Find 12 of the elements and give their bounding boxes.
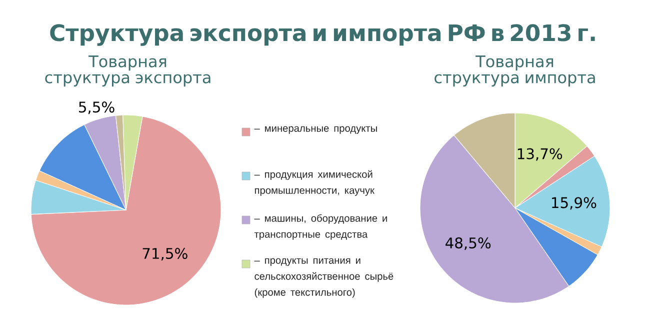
chart-title: Структура экспорта и импорта РФ в 2013 г. xyxy=(50,24,595,46)
legend-label: – машины, оборудование и транспортные средства xyxy=(254,214,387,240)
legend-label: – минеральные продукты xyxy=(254,126,377,134)
chart-subtitle: Товарная структура экспорта xyxy=(45,55,210,86)
data-label: 13,7% xyxy=(518,148,562,161)
legend-label: – продукты питания и сельскохозяйственное сырьё (кроме текстильного) xyxy=(254,258,394,298)
data-label: 5,5% xyxy=(79,102,114,114)
data-label: 48,5% xyxy=(446,237,491,250)
chart-title: Товарная структура импорта xyxy=(434,55,595,86)
data-label: 15,9% xyxy=(552,197,596,210)
data-label: 71,5% xyxy=(142,248,188,260)
legend-label: – продукция химической промышленности, каучук xyxy=(254,170,375,196)
